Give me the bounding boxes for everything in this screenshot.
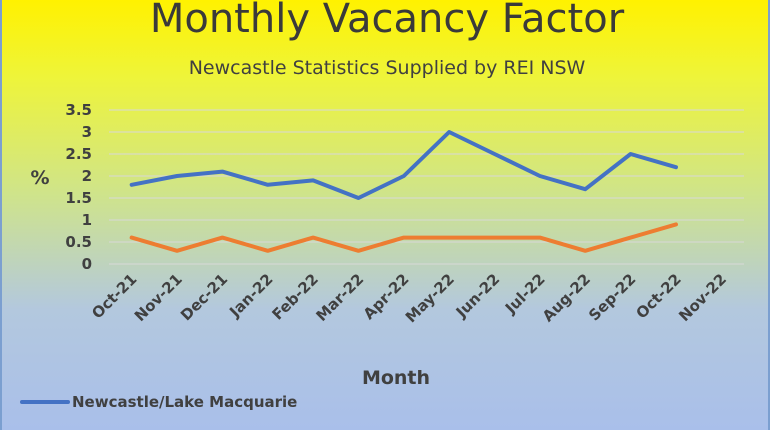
y-tick-label: 1.5 bbox=[65, 189, 92, 207]
legend: Newcastle/Lake Macquarie bbox=[20, 393, 297, 411]
chart-title: Monthly Vacancy Factor bbox=[150, 0, 625, 42]
x-axis-label: Month bbox=[362, 367, 430, 389]
x-tick-label: May-22 bbox=[402, 270, 458, 326]
y-tick-label: 0 bbox=[82, 255, 92, 273]
x-tick-label: Feb-22 bbox=[268, 270, 321, 323]
y-tick-label: 3.5 bbox=[65, 101, 92, 119]
x-tick-label: Nov-22 bbox=[675, 270, 730, 325]
x-tick-label: Jun-22 bbox=[452, 270, 504, 322]
y-axis-ticks: 0 0.5 1 1.5 2 2.5 3 3.5 bbox=[65, 101, 92, 273]
x-tick-label: Mar-22 bbox=[312, 270, 367, 325]
x-axis-ticks: Oct-21Nov-21Dec-21Jan-22Feb-22Mar-22Apr-… bbox=[88, 270, 730, 326]
y-tick-label: 1 bbox=[82, 211, 92, 229]
chart-subtitle: Newcastle Statistics Supplied by REI NSW bbox=[189, 57, 586, 79]
x-tick-label: Sep-22 bbox=[585, 270, 639, 324]
x-tick-label: Dec-21 bbox=[177, 270, 231, 324]
y-tick-label: 2.5 bbox=[65, 145, 92, 163]
x-tick-label: Jan-22 bbox=[225, 270, 276, 321]
x-tick-label: Nov-21 bbox=[131, 270, 186, 325]
series-lines bbox=[129, 130, 678, 253]
y-tick-label: 0.5 bbox=[65, 233, 92, 251]
series-line bbox=[129, 130, 678, 200]
y-tick-label: 2 bbox=[82, 167, 92, 185]
y-tick-label: 3 bbox=[82, 123, 92, 141]
y-axis-label: % bbox=[30, 167, 49, 189]
x-tick-label: Aug-22 bbox=[539, 270, 594, 325]
legend-label: Newcastle/Lake Macquarie bbox=[72, 393, 297, 411]
